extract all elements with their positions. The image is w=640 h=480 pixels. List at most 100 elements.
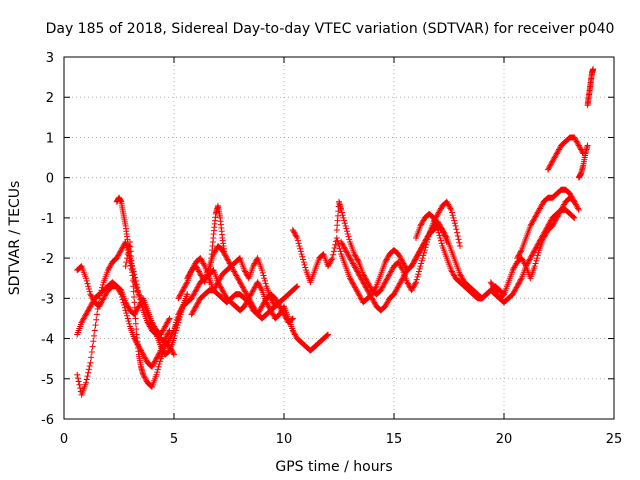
data-point [132,310,139,317]
data-point [179,287,186,294]
data-point [251,284,258,291]
data-point [241,287,248,294]
data-point [369,296,376,303]
data-point [289,327,296,334]
data-point [202,276,209,283]
data-point [436,208,443,215]
data-point [170,350,177,357]
data-point [338,240,345,247]
data-point [395,259,402,266]
data-point [237,279,243,286]
data-point [242,288,249,295]
data-point [154,366,161,373]
data-point [385,272,392,279]
data-point [455,236,462,243]
data-point [164,339,171,346]
data-point [151,359,158,366]
data-point [344,251,351,258]
data-point [418,245,425,252]
data-point [102,291,109,298]
data-point [268,296,275,303]
data-point [353,287,360,294]
data-point [354,268,361,275]
data-point [291,330,298,337]
data-point [242,289,249,296]
data-point [554,213,561,220]
data-point [190,291,197,298]
data-point [528,252,535,259]
data-point [163,340,170,347]
data-point [149,362,156,369]
data-point [88,292,95,299]
data-point [250,285,257,292]
data-point [572,135,579,142]
data-point [550,221,557,228]
data-point [452,222,459,229]
data-point [238,281,245,288]
data-point [83,277,90,284]
data-point [292,331,298,338]
data-point [225,257,232,264]
data-point [396,261,403,268]
data-point [534,252,541,259]
data-point [437,237,444,244]
data-point [490,284,497,291]
data-point [278,307,285,314]
data-point [132,320,139,327]
data-point [448,206,455,213]
data-point [83,379,89,386]
data-point [353,267,360,274]
data-point [165,318,172,325]
data-points [74,66,597,398]
data-point [352,253,359,260]
data-point [242,269,249,276]
data-point [340,243,347,250]
data-point [353,255,360,262]
data-point [380,283,386,290]
data-point [193,287,199,294]
data-point [556,210,562,217]
data-point [561,201,568,208]
series-track-c [74,279,173,370]
data-point [535,249,542,256]
data-point [215,277,222,284]
data-point [533,212,540,219]
data-point [419,243,426,250]
data-point [352,252,359,259]
data-point [339,241,346,248]
data-point [527,222,534,229]
data-point [351,263,358,270]
data-point [256,281,263,288]
data-point [547,162,554,169]
data-point [457,272,464,279]
data-point [404,279,411,286]
data-point [341,217,348,224]
data-point [116,251,122,258]
data-point [265,303,272,310]
data-point [279,308,286,315]
data-point [179,288,186,295]
data-point [357,273,364,280]
data-point [79,318,86,325]
data-point [451,220,458,227]
data-point [161,324,168,331]
data-point [567,190,573,197]
data-point [365,288,372,295]
data-point [357,293,364,300]
data-point [126,320,133,327]
data-point [372,284,379,291]
data-point [371,300,378,307]
data-point [417,263,424,270]
data-point [343,248,350,255]
data-point [175,295,182,302]
data-point [140,352,147,359]
series-track-r [575,142,591,181]
data-point [124,251,131,258]
data-point [246,300,253,307]
data-point [532,260,539,267]
data-point [437,224,444,231]
data-point [76,381,83,388]
data-point [166,335,173,342]
data-point [574,139,581,146]
data-point [491,285,498,292]
